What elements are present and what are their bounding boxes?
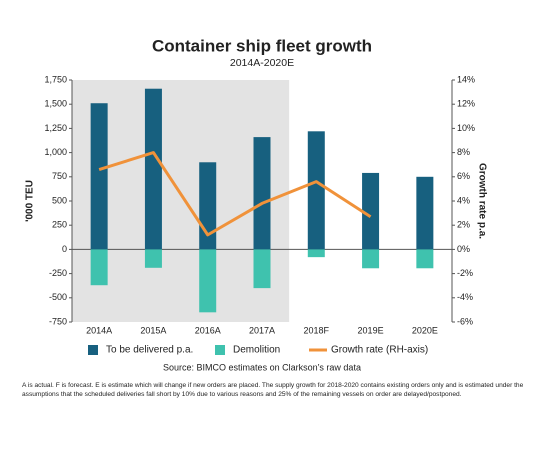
bar bbox=[253, 249, 271, 289]
growth-line bbox=[98, 151, 372, 237]
bar bbox=[90, 103, 108, 250]
x-tick-label: 2014A bbox=[86, 325, 112, 335]
y2-tick-label: 14% bbox=[457, 74, 475, 84]
y-tick-label: 1,000 bbox=[44, 147, 67, 157]
y-tick-label: 500 bbox=[52, 195, 67, 205]
legend-swatch bbox=[88, 345, 98, 355]
y2-tick-label: 0% bbox=[457, 244, 470, 254]
bar bbox=[90, 249, 108, 286]
bar bbox=[416, 176, 434, 250]
bar bbox=[144, 249, 162, 268]
y2-tick-label: 10% bbox=[457, 123, 475, 133]
bar bbox=[144, 88, 162, 250]
x-tick-label: 2016A bbox=[195, 325, 221, 335]
y2-tick-label: 12% bbox=[457, 99, 475, 109]
y2-tick-label: 2% bbox=[457, 220, 470, 230]
bar bbox=[307, 131, 325, 250]
legend-label: To be delivered p.a. bbox=[106, 345, 193, 356]
y-tick-label: 1,500 bbox=[44, 99, 67, 109]
y2-tick-label: 4% bbox=[457, 195, 470, 205]
y-tick-label: 250 bbox=[52, 220, 67, 230]
bar bbox=[253, 137, 271, 250]
y-tick-label: 750 bbox=[52, 171, 67, 181]
chart: Container ship fleet growth 2014A-2020E … bbox=[25, 36, 488, 372]
y2-tick-label: 8% bbox=[457, 147, 470, 157]
x-tick-label: 2018F bbox=[304, 325, 330, 335]
legend-label: Demolition bbox=[233, 345, 280, 356]
chart-subtitle: 2014A-2020E bbox=[230, 57, 294, 69]
y2-axis-label: Growth rate p.a. bbox=[476, 163, 487, 239]
x-tick-label: 2015A bbox=[140, 325, 166, 335]
y-tick-label: -250 bbox=[49, 268, 67, 278]
x-tick-label: 2017A bbox=[249, 325, 275, 335]
legend-label: Growth rate (RH-axis) bbox=[331, 345, 428, 356]
x-tick-label: 2019E bbox=[358, 325, 384, 335]
y-tick-label: 1,250 bbox=[44, 123, 67, 133]
y2-tick-label: -6% bbox=[457, 316, 473, 326]
x-tick-label: 2020E bbox=[412, 325, 438, 335]
y-axis-label: '000 TEU bbox=[25, 180, 36, 222]
y2-tick-label: 6% bbox=[457, 171, 470, 181]
bar bbox=[362, 249, 380, 269]
y-tick-label: -500 bbox=[49, 292, 67, 302]
y-tick-label: -750 bbox=[49, 316, 67, 326]
bar bbox=[416, 249, 434, 269]
source-note: Source: BIMCO estimates on Clarkson’s ra… bbox=[163, 362, 361, 372]
chart-title: Container ship fleet growth bbox=[152, 36, 372, 55]
bar bbox=[307, 249, 325, 258]
actual-shade bbox=[72, 80, 290, 322]
y-tick-label: 1,750 bbox=[44, 74, 67, 84]
footnote: A is actual. F is forecast. E is estimat… bbox=[22, 382, 524, 398]
bar bbox=[199, 249, 217, 313]
bar bbox=[362, 172, 380, 250]
legend-swatch bbox=[215, 345, 225, 355]
y2-tick-label: -2% bbox=[457, 268, 473, 278]
y-tick-label: 0 bbox=[62, 244, 67, 254]
y2-tick-label: -4% bbox=[457, 292, 473, 302]
